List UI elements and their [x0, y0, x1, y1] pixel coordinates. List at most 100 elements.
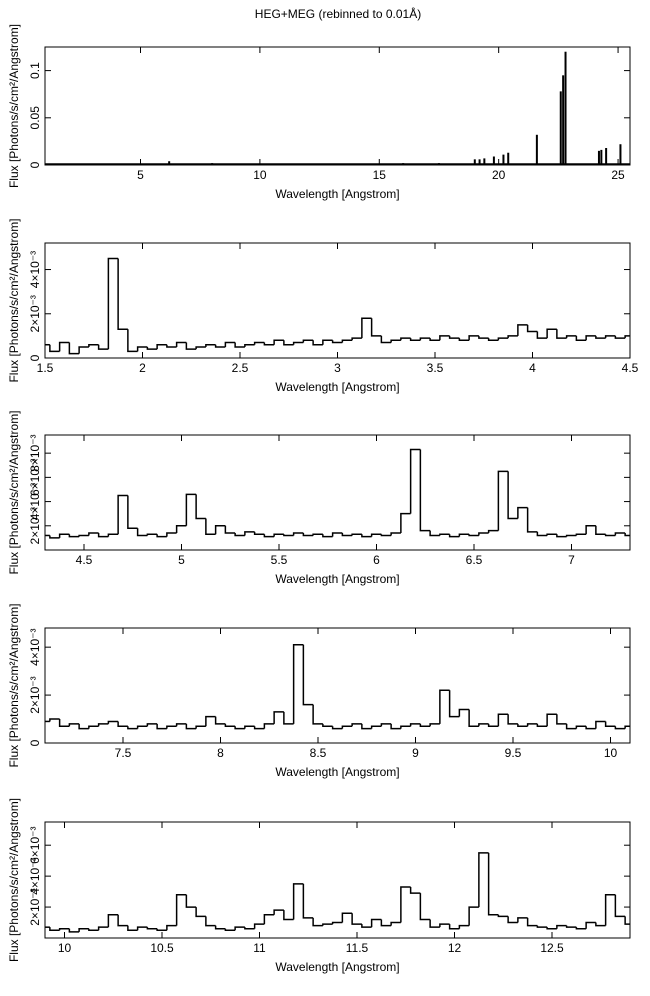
spectrum-step [136, 346, 148, 352]
spectrum-step [156, 928, 167, 932]
x-tick-label: 5 [178, 553, 185, 567]
spectrum-step [78, 346, 89, 354]
x-tick-label: 3 [334, 361, 341, 375]
plot-frame [44, 434, 631, 551]
spectrum-step [546, 713, 557, 727]
spectrum-step [351, 723, 362, 727]
y-tick-label: 2×10⁻³ [28, 676, 42, 713]
spectrum-step [107, 720, 119, 724]
spectrum-step [166, 532, 177, 537]
spectrum-step [302, 644, 314, 706]
x-tick-label: 10 [604, 746, 618, 760]
spectrum-step [536, 723, 548, 727]
spectrum-step [458, 533, 470, 537]
spectrum-step [575, 335, 587, 342]
spectrum-step [185, 894, 197, 908]
spike [437, 163, 440, 165]
spike [597, 150, 600, 165]
spectrum-step [361, 723, 372, 730]
spectrum-step [166, 725, 177, 729]
spectrum-step [302, 339, 314, 343]
chart-title: HEG+MEG (rebinned to 0.01Å) [255, 6, 421, 21]
spectrum-step [263, 723, 275, 729]
spike [605, 148, 608, 165]
spectrum-step [244, 343, 255, 347]
y-axis-label: Flux [Photons/s/cm²/Angstrom] [7, 410, 21, 574]
spike [168, 161, 171, 165]
spectrum-step [68, 534, 80, 538]
spectrum-step [565, 723, 577, 730]
spectrum-step [146, 533, 158, 536]
spectrum-step [604, 893, 616, 926]
spectrum-step [390, 339, 401, 343]
y-tick-label: 6×10⁻³ [28, 827, 42, 864]
x-tick-label: 6 [373, 553, 380, 567]
spectrum-step [214, 716, 226, 725]
spike [600, 149, 603, 165]
spectrum-step [224, 723, 236, 727]
spectrum-step [487, 338, 499, 342]
spectrum-step [88, 725, 99, 729]
spectrum-step [68, 342, 80, 355]
x-axis-label: Wavelength [Angstrom] [275, 187, 399, 201]
spectrum-step [341, 912, 353, 923]
spectrum-step [526, 917, 538, 927]
spectrum-step [361, 534, 372, 538]
spectrum-step [624, 916, 630, 925]
x-tick-label: 11 [253, 941, 266, 955]
plot-frame [44, 46, 631, 166]
spectrum-step [127, 925, 138, 932]
spectrum-step [536, 331, 548, 339]
spectrum-step [185, 342, 197, 350]
spectrum-step [214, 925, 226, 930]
spectrum-step [380, 919, 392, 927]
spectrum-step [614, 532, 626, 536]
spectrum-step [292, 341, 304, 345]
x-tick-label: 11.5 [346, 941, 369, 955]
spectrum-step [439, 923, 450, 928]
x-axis-label: Wavelength [Angstrom] [275, 380, 399, 394]
spectrum-step [497, 914, 509, 918]
spectrum-step [429, 530, 440, 537]
spectrum-step [136, 528, 148, 537]
spectrum-step [97, 344, 109, 350]
spectrum-step [409, 338, 421, 342]
spectrum-step [585, 726, 596, 730]
spectrum-step [439, 335, 450, 341]
x-axis-label: Wavelength [Angstrom] [275, 960, 399, 974]
spectrum-step [331, 726, 343, 730]
spectrum-step [127, 726, 138, 730]
spectrum-step [205, 343, 216, 347]
spectrum-step [604, 534, 616, 537]
x-axis-label: Wavelength [Angstrom] [275, 765, 399, 779]
spectrum-step [575, 533, 587, 536]
spectrum-step [556, 924, 567, 929]
y-tick-label: 8×10⁻³ [28, 434, 42, 471]
spectrum-step [224, 525, 236, 534]
spectrum-step [546, 328, 557, 339]
spectrum-step [507, 916, 518, 924]
spectrum-step [283, 534, 294, 537]
y-tick-label: 4×10⁻³ [28, 628, 42, 665]
spectrum-step [283, 340, 294, 346]
spectrum-step [575, 725, 587, 729]
spectrum-step [273, 711, 284, 724]
spectrum-step [556, 534, 567, 538]
spectrum-step [263, 342, 275, 346]
spectrum-step [361, 924, 372, 928]
spectrum-step [487, 529, 499, 534]
spectrum-step [253, 726, 265, 730]
spectrum-step [117, 258, 128, 330]
spectrum-step [585, 921, 596, 929]
spike [564, 51, 567, 165]
spectrum-step [49, 535, 60, 539]
spectrum-step [88, 532, 99, 536]
plot-area [45, 448, 630, 539]
x-tick-label: 12 [448, 941, 462, 955]
spectrum-step [253, 341, 265, 345]
spectrum-step [565, 335, 577, 339]
spectrum-step [117, 494, 128, 535]
spectrum-step [244, 927, 255, 930]
spectrum-step [380, 723, 392, 727]
